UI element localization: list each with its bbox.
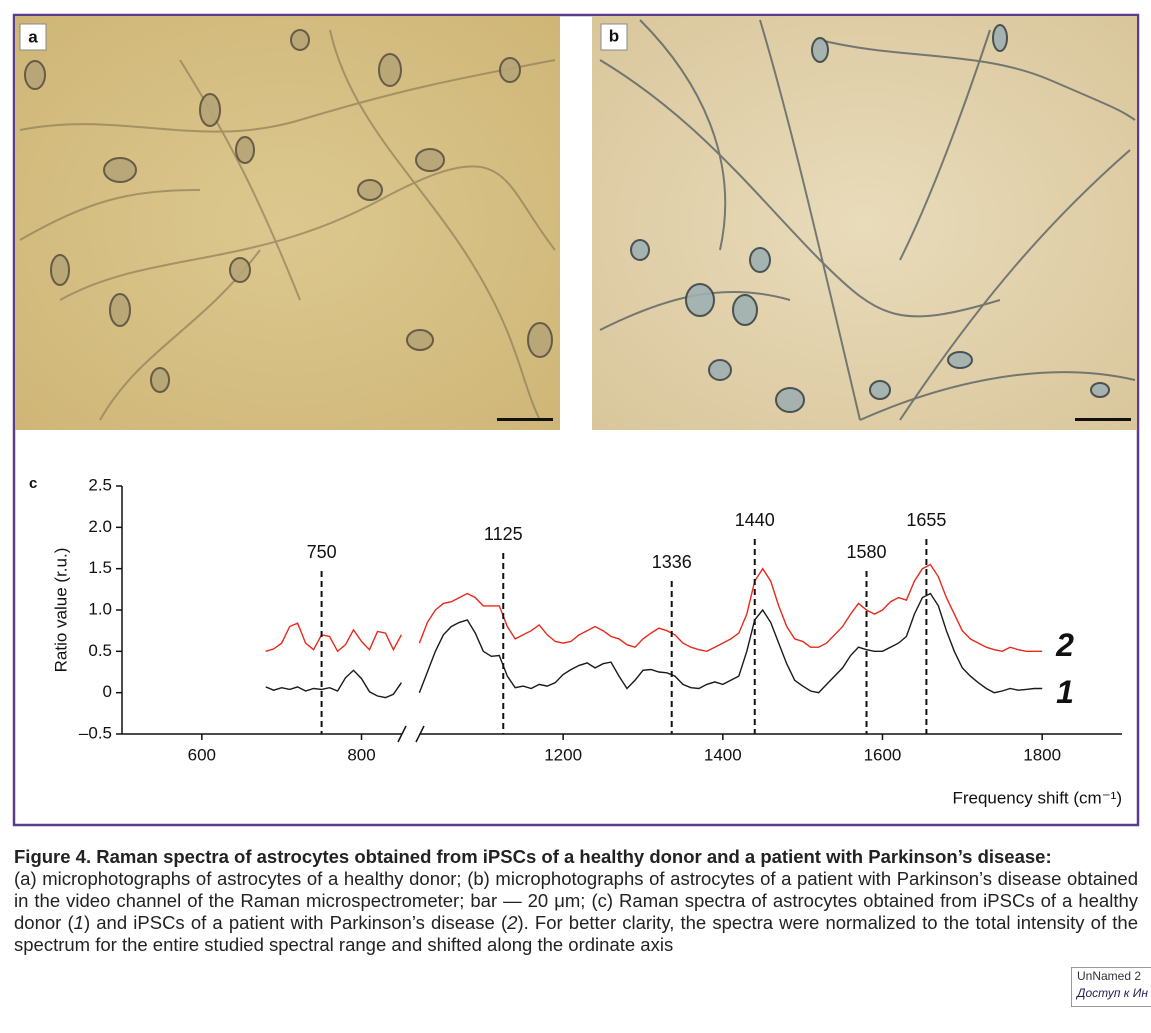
x-tick-label: 600 bbox=[188, 745, 216, 764]
peak-label: 1655 bbox=[906, 510, 946, 530]
peak-label: 1125 bbox=[484, 524, 523, 544]
spectrum-line bbox=[265, 669, 402, 699]
caption: Figure 4. Raman spectra of astrocytes ob… bbox=[14, 846, 1138, 956]
peak-label: 750 bbox=[307, 542, 337, 562]
x-axis-title: Frequency shift (cm⁻¹) bbox=[952, 788, 1122, 807]
tooltip[interactable]: UnNamed 2 Доступ к Ин bbox=[1071, 967, 1151, 1007]
spectrum-line bbox=[418, 563, 1043, 653]
y-tick-label: 2.0 bbox=[88, 517, 112, 536]
spectrum-line bbox=[265, 622, 403, 653]
caption-title: Figure 4. Raman spectra of astrocytes ob… bbox=[14, 846, 1052, 867]
y-tick-label: 2.5 bbox=[88, 475, 112, 494]
x-tick-label: 800 bbox=[347, 745, 375, 764]
panel-label-box bbox=[600, 23, 628, 51]
panel-label: c bbox=[29, 475, 37, 492]
caption-text: 1 bbox=[73, 912, 84, 933]
tooltip-link[interactable]: Доступ к Ин bbox=[1077, 986, 1148, 1000]
y-tick-label: 0 bbox=[103, 682, 112, 701]
x-tick-label: 1400 bbox=[704, 745, 742, 764]
series-label: 1 bbox=[1056, 674, 1074, 710]
y-tick-label: 0.5 bbox=[88, 641, 112, 660]
caption-text: ). For better clarity, the spectra were … bbox=[14, 912, 1138, 955]
panel-label-box bbox=[19, 23, 47, 51]
caption-body: (a) microphotographs of astrocytes of a … bbox=[14, 868, 1138, 956]
caption-text: (a) microphotographs of astrocytes of a … bbox=[14, 868, 1138, 933]
peak-label: 1440 bbox=[735, 510, 775, 530]
photo-a bbox=[15, 16, 560, 430]
y-axis-title: Ratio value (r.u.) bbox=[51, 548, 70, 673]
y-tick-label: 1.0 bbox=[88, 599, 112, 618]
panel-label: b bbox=[609, 26, 619, 45]
caption-text: ) and iPSCs of a patient with Parkinson’… bbox=[83, 912, 508, 933]
series-label: 2 bbox=[1055, 627, 1074, 663]
x-tick-label: 1800 bbox=[1023, 745, 1061, 764]
y-tick-label: –0.5 bbox=[79, 723, 112, 742]
peak-label: 1580 bbox=[846, 542, 886, 562]
photo-b bbox=[592, 16, 1137, 430]
figure: a b c Ratio value (r.u.) Frequency shift… bbox=[12, 13, 1140, 827]
y-tick-label: 1.5 bbox=[88, 558, 112, 577]
tooltip-name: UnNamed 2 bbox=[1077, 969, 1142, 983]
peak-label: 1336 bbox=[652, 552, 692, 572]
caption-text: 2 bbox=[507, 912, 518, 933]
x-tick-label: 1600 bbox=[864, 745, 902, 764]
spectrum-line bbox=[418, 592, 1043, 694]
panel-label: a bbox=[28, 27, 38, 46]
x-tick-label: 1200 bbox=[544, 745, 582, 764]
